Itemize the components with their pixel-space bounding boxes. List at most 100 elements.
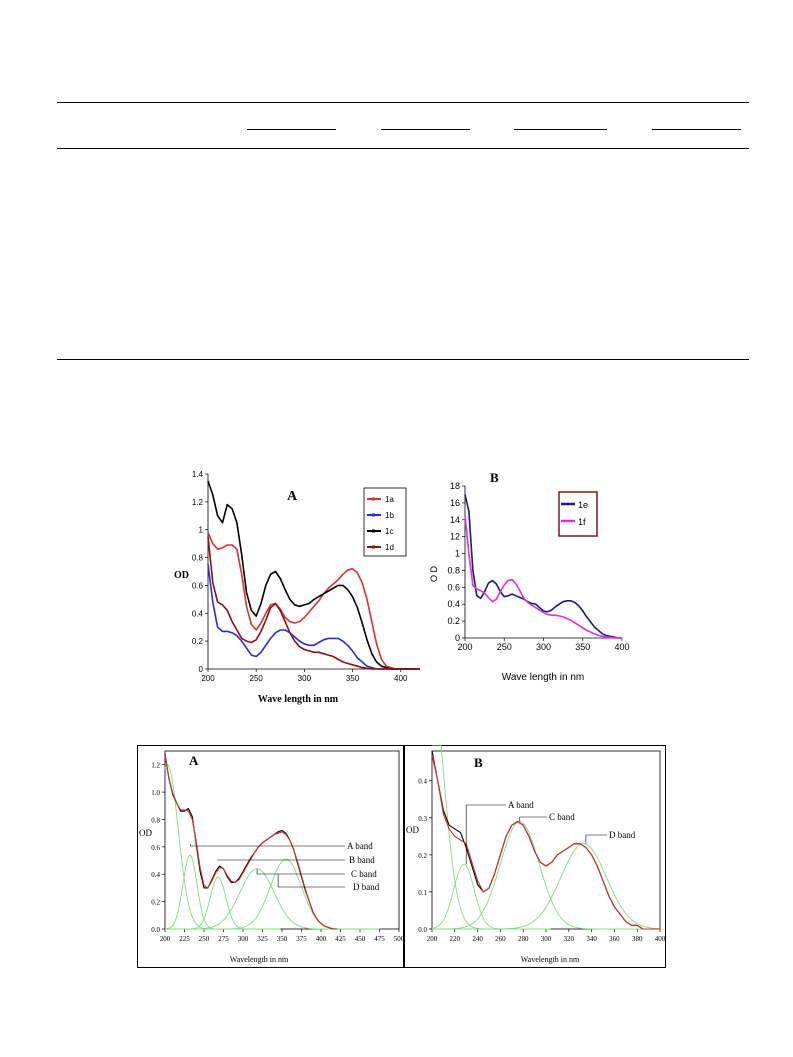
x-tick-label: 300 bbox=[536, 642, 551, 652]
annotation-leader bbox=[256, 868, 345, 875]
y-tick-label: 0.4 bbox=[418, 778, 427, 786]
plot-area: 200 220 240 260 280 300 320 340 360 380 400 0.0 0.1 0… bbox=[418, 745, 666, 943]
table-top-rule bbox=[57, 102, 749, 103]
annotation-label: C band bbox=[351, 869, 377, 879]
x-tick-label: 250 bbox=[497, 642, 512, 652]
y-tick-label: 0.2 bbox=[151, 899, 160, 907]
x-tick-label: 350 bbox=[277, 935, 288, 943]
annotation-label: C band bbox=[549, 812, 575, 822]
legend-marker-1b bbox=[372, 513, 375, 517]
y-tick-label: 0.0 bbox=[151, 926, 160, 934]
plot-area: 200 250 300 350 400 0 0.2 0.4 0.6 0.8 1 12 14 16 18 bbox=[447, 481, 629, 652]
annotation-leader bbox=[277, 874, 345, 888]
x-tick-label: 200 bbox=[457, 642, 472, 652]
gaussian-band-curve bbox=[432, 843, 661, 930]
panel-label: A bbox=[287, 489, 298, 504]
y-axis-label: OD bbox=[406, 825, 419, 835]
annotation-label: D band bbox=[353, 882, 380, 892]
x-tick-label: 350 bbox=[346, 674, 360, 683]
annotation-label: D band bbox=[609, 830, 636, 840]
legend: 1e 1f bbox=[558, 491, 598, 537]
y-tick-label: 1.2 bbox=[192, 498, 204, 507]
y-tick-label: 18 bbox=[450, 481, 460, 491]
x-tick-label: 325 bbox=[257, 935, 268, 943]
annotation-label: A band bbox=[347, 841, 373, 851]
panel-label: A bbox=[189, 753, 199, 768]
deconvolution-chart-b: 200 220 240 260 280 300 320 340 360 380 400 0.0 0.1 0… bbox=[404, 745, 666, 968]
y-tick-label: 0.4 bbox=[151, 871, 160, 879]
y-tick-label: 0.8 bbox=[447, 565, 460, 575]
y-tick-label: 0.2 bbox=[447, 616, 460, 626]
x-tick-label: 320 bbox=[564, 935, 575, 943]
y-tick-label: 0.2 bbox=[192, 637, 204, 646]
x-tick-label: 200 bbox=[427, 935, 438, 943]
legend-marker-1c bbox=[372, 529, 375, 533]
x-axis-label: Wavelength in nm bbox=[521, 955, 580, 964]
y-tick-label: 0.4 bbox=[192, 609, 204, 618]
y-tick-label: 0.3 bbox=[418, 815, 427, 823]
series-line bbox=[164, 755, 337, 930]
y-tick-label: 0.8 bbox=[192, 554, 204, 563]
y-axis-label: OD bbox=[139, 828, 152, 838]
x-tick-label: 250 bbox=[199, 935, 210, 943]
gaussian-band-curve bbox=[165, 858, 380, 930]
annotation-leader bbox=[465, 804, 506, 865]
y-tick-label: 1.0 bbox=[151, 789, 160, 797]
series-line-1b bbox=[207, 564, 420, 670]
y-tick-label: 0.6 bbox=[447, 582, 460, 592]
uv-spectra-chart-a: 200 250 300 350 400 0 0.2 0.4 0.6 0.8 1 1.2 1.4 A OD… bbox=[174, 470, 420, 705]
x-tick-label: 300 bbox=[238, 935, 249, 943]
series-line-1a bbox=[207, 532, 420, 670]
x-tick-label: 200 bbox=[201, 674, 215, 683]
band-annotations: A band C band D band bbox=[465, 800, 636, 865]
y-tick-label: 0.6 bbox=[151, 844, 160, 852]
x-tick-label: 275 bbox=[218, 935, 229, 943]
x-tick-label: 340 bbox=[586, 935, 597, 943]
series-line bbox=[431, 754, 660, 930]
gaussian-band-curve bbox=[431, 863, 551, 930]
x-tick-label: 280 bbox=[518, 935, 529, 943]
legend-label-1f: 1f bbox=[578, 517, 586, 527]
legend-label-1e: 1e bbox=[578, 500, 588, 510]
x-tick-label: 375 bbox=[296, 935, 307, 943]
x-tick-label: 240 bbox=[472, 935, 483, 943]
y-axis-label: OD bbox=[174, 570, 189, 581]
table-subheader-rule-4 bbox=[652, 129, 741, 130]
legend-label-1d: 1d bbox=[385, 543, 394, 552]
legend-label-1b: 1b bbox=[385, 511, 394, 520]
x-tick-label: 400 bbox=[394, 674, 408, 683]
gaussian-band-curve bbox=[432, 821, 643, 930]
annotation-leader bbox=[519, 816, 547, 822]
annotation-label: B band bbox=[349, 855, 375, 865]
y-tick-label: 0.8 bbox=[151, 816, 160, 824]
table-bottom-rule bbox=[57, 359, 749, 360]
x-tick-label: 450 bbox=[355, 935, 366, 943]
y-tick-label: 1 bbox=[455, 549, 460, 559]
x-tick-label: 425 bbox=[335, 935, 346, 943]
x-axis-label: Wave length in nm bbox=[258, 694, 339, 705]
annotation-leader bbox=[585, 834, 607, 844]
table-subheader-rule-1 bbox=[247, 129, 336, 130]
y-tick-label: 1.2 bbox=[151, 762, 160, 770]
x-tick-label: 400 bbox=[614, 642, 629, 652]
plot-area: 200 250 300 350 400 0 0.2 0.4 0.6 0.8 1 1.2 1.4 bbox=[192, 470, 420, 683]
x-tick-label: 220 bbox=[450, 935, 461, 943]
y-tick-label: 0.0 bbox=[418, 926, 427, 934]
y-tick-label: 0.4 bbox=[447, 599, 460, 609]
y-tick-label: 0 bbox=[199, 665, 204, 674]
annotation-leader bbox=[217, 859, 345, 861]
y-axis-label: O D bbox=[429, 566, 439, 583]
annotation-leader bbox=[190, 844, 345, 847]
legend-label-1c: 1c bbox=[385, 527, 393, 536]
y-tick-label: 0.6 bbox=[192, 581, 204, 590]
y-tick-label: 1.4 bbox=[192, 470, 204, 479]
annotation-label: A band bbox=[508, 800, 534, 810]
x-tick-label: 250 bbox=[250, 674, 264, 683]
series-line-1f bbox=[464, 515, 622, 639]
y-tick-label: 14 bbox=[450, 515, 460, 525]
y-tick-label: 12 bbox=[450, 532, 460, 542]
x-tick-label: 300 bbox=[298, 674, 312, 683]
x-axis-label: Wave length in nm bbox=[502, 672, 584, 683]
x-tick-label: 500 bbox=[394, 935, 404, 943]
